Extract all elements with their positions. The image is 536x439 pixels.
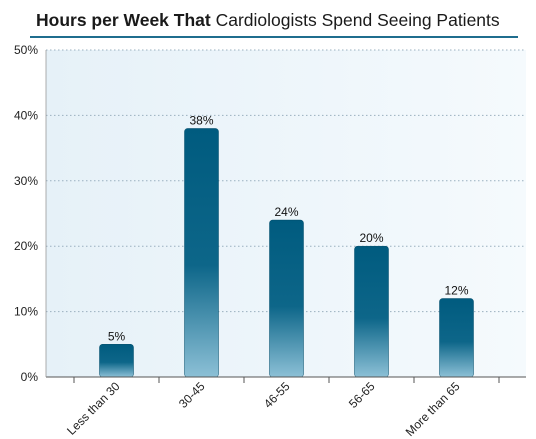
x-tick-label: More than 65 bbox=[403, 379, 463, 439]
data-label: 12% bbox=[444, 284, 468, 298]
data-label: 38% bbox=[189, 113, 213, 127]
data-label: 20% bbox=[359, 231, 383, 245]
chart-title: Hours per Week That Cardiologists Spend … bbox=[36, 10, 500, 31]
data-label: 5% bbox=[108, 329, 126, 343]
x-tick-label: 56-65 bbox=[346, 379, 378, 411]
bar bbox=[184, 128, 219, 378]
data-label: 24% bbox=[274, 205, 298, 219]
y-tick-label: 10% bbox=[14, 305, 38, 319]
bar bbox=[99, 344, 134, 378]
bar bbox=[269, 219, 304, 378]
title-underline bbox=[30, 36, 518, 38]
y-tick-label: 40% bbox=[14, 108, 38, 122]
y-tick-label: 20% bbox=[14, 239, 38, 253]
x-tick-label: Less than 30 bbox=[64, 379, 123, 438]
y-tick-label: 0% bbox=[21, 370, 39, 384]
chart-title-block: Hours per Week That Cardiologists Spend … bbox=[30, 6, 518, 38]
chart-title-bold: Hours per Week That bbox=[36, 10, 211, 30]
y-tick-label: 50% bbox=[14, 43, 38, 57]
bar bbox=[439, 298, 474, 378]
chart-title-rest: Cardiologists Spend Seeing Patients bbox=[210, 10, 500, 30]
x-tick-label: 46-55 bbox=[261, 379, 293, 411]
x-tick-label: 30-45 bbox=[176, 379, 208, 411]
bar bbox=[354, 245, 389, 378]
y-tick-label: 30% bbox=[14, 174, 38, 188]
